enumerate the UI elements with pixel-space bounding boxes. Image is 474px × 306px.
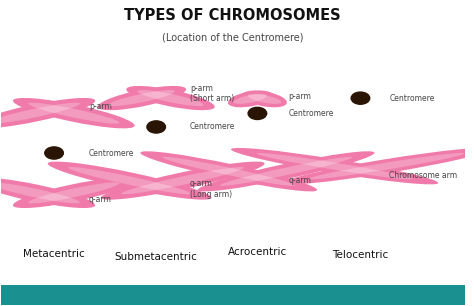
Ellipse shape: [0, 182, 80, 203]
Ellipse shape: [137, 90, 204, 106]
Circle shape: [351, 92, 370, 104]
Ellipse shape: [234, 94, 267, 104]
Ellipse shape: [198, 151, 374, 192]
Ellipse shape: [101, 162, 264, 200]
Ellipse shape: [257, 153, 412, 179]
Ellipse shape: [13, 178, 135, 208]
Text: Centromere: Centromere: [289, 109, 334, 118]
Bar: [0, 285, 465, 305]
Ellipse shape: [248, 94, 281, 104]
Ellipse shape: [48, 162, 211, 200]
Text: Chromosome arm: Chromosome arm: [390, 171, 457, 180]
Text: Telocentric: Telocentric: [332, 251, 389, 260]
Ellipse shape: [0, 103, 80, 124]
Text: Centromere: Centromere: [390, 94, 435, 103]
Ellipse shape: [140, 151, 317, 192]
Text: q-arm: q-arm: [89, 195, 112, 203]
Text: (Location of the Centromere): (Location of the Centromere): [162, 33, 303, 43]
Text: Acrocentric: Acrocentric: [228, 248, 287, 257]
Ellipse shape: [309, 153, 464, 179]
Text: TYPES OF CHROMOSOMES: TYPES OF CHROMOSOMES: [125, 8, 341, 23]
Text: Centromere: Centromere: [89, 148, 135, 158]
Text: Submetacentric: Submetacentric: [115, 252, 198, 262]
Circle shape: [248, 107, 267, 119]
Ellipse shape: [163, 157, 295, 186]
Text: Metacentric: Metacentric: [23, 249, 85, 259]
Ellipse shape: [98, 86, 186, 110]
Text: p-arm
(Short arm): p-arm (Short arm): [190, 84, 234, 103]
Ellipse shape: [121, 167, 244, 194]
Circle shape: [45, 147, 64, 159]
Text: q-arm
(Long arm): q-arm (Long arm): [190, 179, 232, 199]
Ellipse shape: [242, 91, 287, 107]
Ellipse shape: [68, 167, 191, 194]
Ellipse shape: [28, 182, 119, 203]
Text: dreamstime.com: dreamstime.com: [5, 293, 59, 297]
Ellipse shape: [109, 90, 175, 106]
Ellipse shape: [126, 86, 215, 110]
Ellipse shape: [283, 148, 474, 184]
Ellipse shape: [220, 157, 352, 186]
Ellipse shape: [231, 148, 438, 184]
Text: q-arm: q-arm: [289, 176, 311, 185]
Text: p-arm: p-arm: [289, 92, 311, 101]
Circle shape: [147, 121, 165, 133]
Ellipse shape: [228, 91, 273, 107]
Text: Centromere: Centromere: [190, 122, 235, 132]
Ellipse shape: [28, 103, 119, 124]
Ellipse shape: [0, 178, 95, 208]
Ellipse shape: [13, 98, 135, 128]
Text: p-arm: p-arm: [89, 103, 112, 111]
Text: ID 321214053  © KKT Madhusanka: ID 321214053 © KKT Madhusanka: [289, 293, 385, 297]
Ellipse shape: [0, 98, 95, 128]
